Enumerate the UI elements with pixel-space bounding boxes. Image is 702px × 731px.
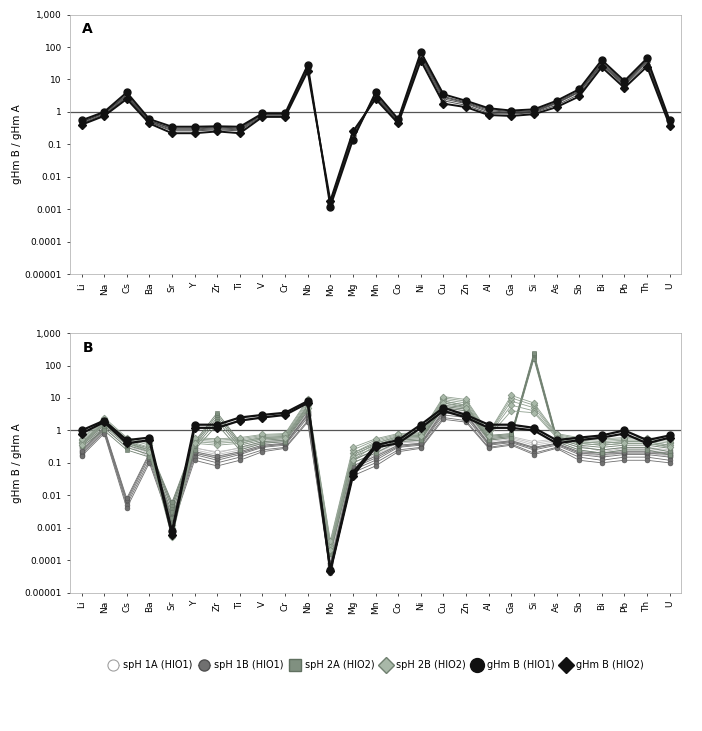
Text: A: A [82, 23, 93, 37]
Y-axis label: gHm B / gHm A: gHm B / gHm A [12, 423, 22, 503]
Text: B: B [82, 341, 93, 355]
Legend: spH 1A (HIO1), spH 1B (HIO1), spH 2A (HIO2), spH 2B (HIO2), gHm B (HIO1), gHm B : spH 1A (HIO1), spH 1B (HIO1), spH 2A (HI… [104, 656, 647, 674]
Y-axis label: gHm B / gHm A: gHm B / gHm A [12, 105, 22, 184]
